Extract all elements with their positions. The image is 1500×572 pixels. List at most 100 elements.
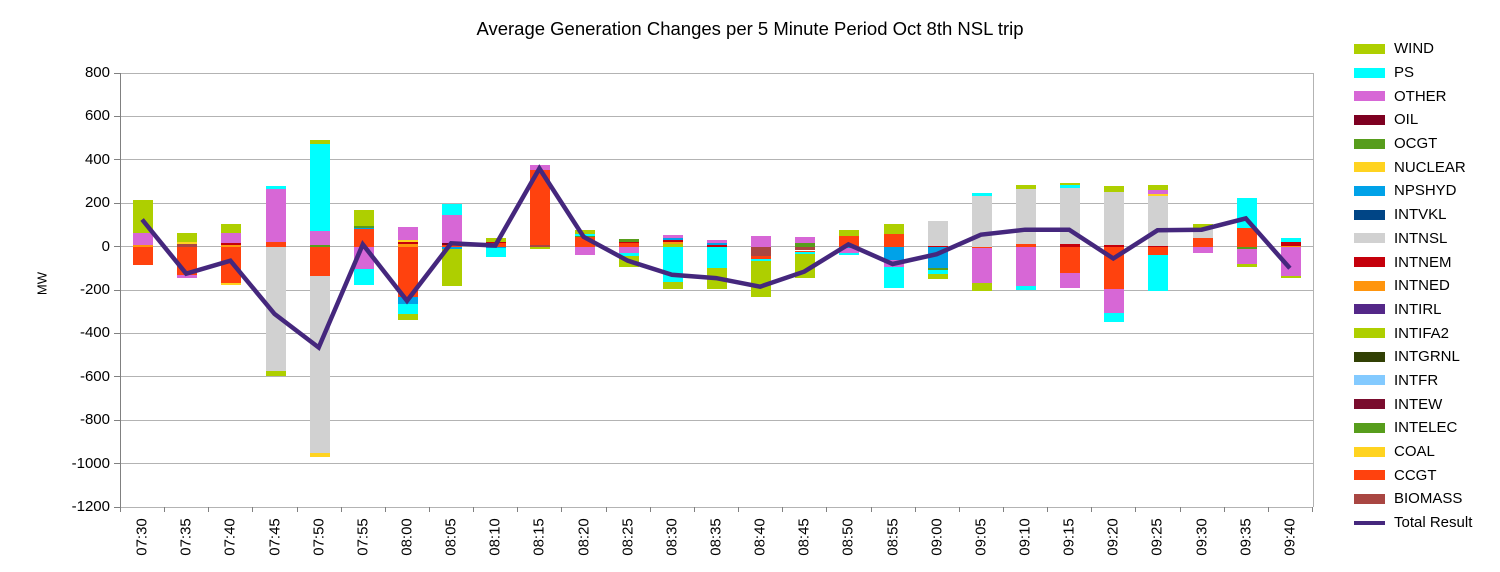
y-axis-tick: [114, 463, 120, 465]
bar-segment-intnem: [1280, 242, 1301, 246]
bar-segment-ccgt: [1192, 237, 1213, 247]
x-tick-label: 08:35: [707, 518, 725, 556]
legend-color-swatch: [1354, 351, 1385, 362]
bar-segment-intnem: [927, 245, 948, 247]
x-tick-label: 09:10: [1016, 518, 1034, 556]
bar-segment-ps: [442, 203, 463, 215]
legend-label: CCGT: [1394, 466, 1437, 484]
bar-segment-intnem: [1104, 245, 1125, 247]
bar-segment-ccgt: [883, 234, 904, 247]
x-tick-label: 08:15: [530, 518, 548, 556]
x-axis-tick: [296, 507, 298, 512]
bar-segment-ccgt: [1016, 243, 1037, 247]
legend-color-swatch: [1354, 375, 1385, 386]
x-axis-tick: [826, 507, 828, 512]
x-tick-label: 09:05: [972, 518, 990, 556]
bar-segment-other: [662, 234, 683, 238]
bar-segment-ccgt: [397, 246, 418, 297]
bar-segment-intnem: [221, 242, 242, 245]
x-tick-label: 08:40: [751, 518, 769, 556]
total-result-polyline: [140, 164, 1292, 352]
x-axis-tick: [1312, 507, 1313, 512]
gridline: [121, 159, 1313, 161]
legend-color-swatch: [1354, 138, 1385, 149]
y-axis-tick: [114, 202, 120, 204]
x-axis-tick: [517, 507, 519, 512]
bar-segment-ps: [618, 253, 639, 256]
bar-segment-wind: [442, 248, 463, 286]
bar-segment-coal: [177, 242, 198, 245]
bar-segment-wind: [927, 273, 948, 280]
legend-item: INTVKL: [1354, 203, 1472, 227]
bar-segment-other: [1016, 246, 1037, 287]
bar-segment-other: [795, 237, 816, 244]
plot-area: [120, 72, 1314, 508]
bar-segment-npshyd: [707, 242, 727, 245]
gridline: [121, 506, 1313, 508]
x-tick-label: 09:15: [1060, 518, 1078, 556]
bar-segment-intned: [397, 243, 418, 247]
y-tick-label: 600: [84, 107, 110, 125]
bar-segment-biomass: [795, 246, 816, 251]
bar-segment-intnsl: [309, 276, 330, 454]
bar-segment-wind: [662, 282, 683, 289]
bar-segment-ccgt: [971, 246, 992, 249]
legend-label: INTFR: [1394, 371, 1439, 389]
bar-segment-other: [133, 233, 154, 245]
x-tick-label: 07:35: [177, 518, 195, 556]
x-axis-tick: [120, 507, 121, 512]
bar-segment-nuclear: [1148, 194, 1169, 196]
legend-item: INTIRL: [1354, 298, 1472, 322]
legend-label: WIND: [1394, 40, 1434, 58]
bar-segment-intnem: [1148, 245, 1169, 247]
x-axis-tick: [208, 507, 210, 512]
bar-segment-npshyd: [442, 246, 463, 249]
x-axis-tick: [1135, 507, 1137, 512]
legend-color-swatch: [1354, 399, 1385, 410]
bar-segment-wind: [530, 246, 551, 249]
x-tick-label: 07:40: [221, 518, 239, 556]
legend-item: INTEW: [1354, 392, 1472, 416]
bar-segment-wind: [1280, 276, 1301, 279]
bar-segment-ps: [1104, 313, 1125, 322]
bar-segment-biomass: [751, 246, 772, 257]
gridline: [121, 289, 1313, 291]
y-axis-tick: [114, 506, 120, 508]
y-axis-tick: [114, 332, 120, 334]
bar-segment-ps: [486, 247, 507, 258]
legend-item: INTGRNL: [1354, 345, 1472, 369]
legend-label: PS: [1394, 64, 1415, 82]
legend-label: OTHER: [1394, 87, 1447, 105]
bar-segment-ocgt: [1236, 246, 1257, 250]
legend-color-swatch: [1354, 280, 1385, 291]
x-tick-label: 07:50: [310, 518, 328, 556]
bar-segment-other: [1060, 272, 1081, 288]
y-axis-tick: [114, 159, 120, 161]
x-tick-label: 08:25: [619, 518, 637, 556]
bar-segment-intned: [221, 244, 242, 247]
x-tick-label: 08:10: [486, 518, 504, 556]
bar-segment-ps: [309, 143, 330, 231]
x-tick-label: 09:30: [1193, 518, 1211, 556]
bar-segment-nuclear: [397, 239, 418, 242]
bar-segment-other: [177, 275, 198, 278]
x-axis-tick: [693, 507, 695, 512]
bar-segment-npshyd: [839, 246, 860, 249]
legend-item: INTFR: [1354, 369, 1472, 393]
bar-segment-wind: [883, 224, 904, 234]
x-axis-tick: [782, 507, 784, 512]
y-tick-label: -400: [79, 324, 110, 342]
bar-segment-ocgt: [353, 225, 374, 228]
bar-segment-other: [574, 246, 595, 255]
bar-segment-other: [1192, 246, 1213, 254]
bar-segment-other: [751, 235, 772, 247]
chart-title: Average Generation Changes per 5 Minute …: [476, 18, 1024, 39]
bar-segment-ocgt: [795, 243, 816, 247]
bar-segment-ccgt: [574, 237, 595, 247]
bar-segment-wind: [309, 140, 330, 144]
legend-label: INTVKL: [1394, 206, 1447, 224]
bar-segment-ocgt: [309, 244, 330, 247]
y-tick-label: -1200: [71, 498, 110, 515]
y-axis-tick: [114, 419, 120, 421]
bar-segment-intnsl: [1104, 192, 1125, 246]
